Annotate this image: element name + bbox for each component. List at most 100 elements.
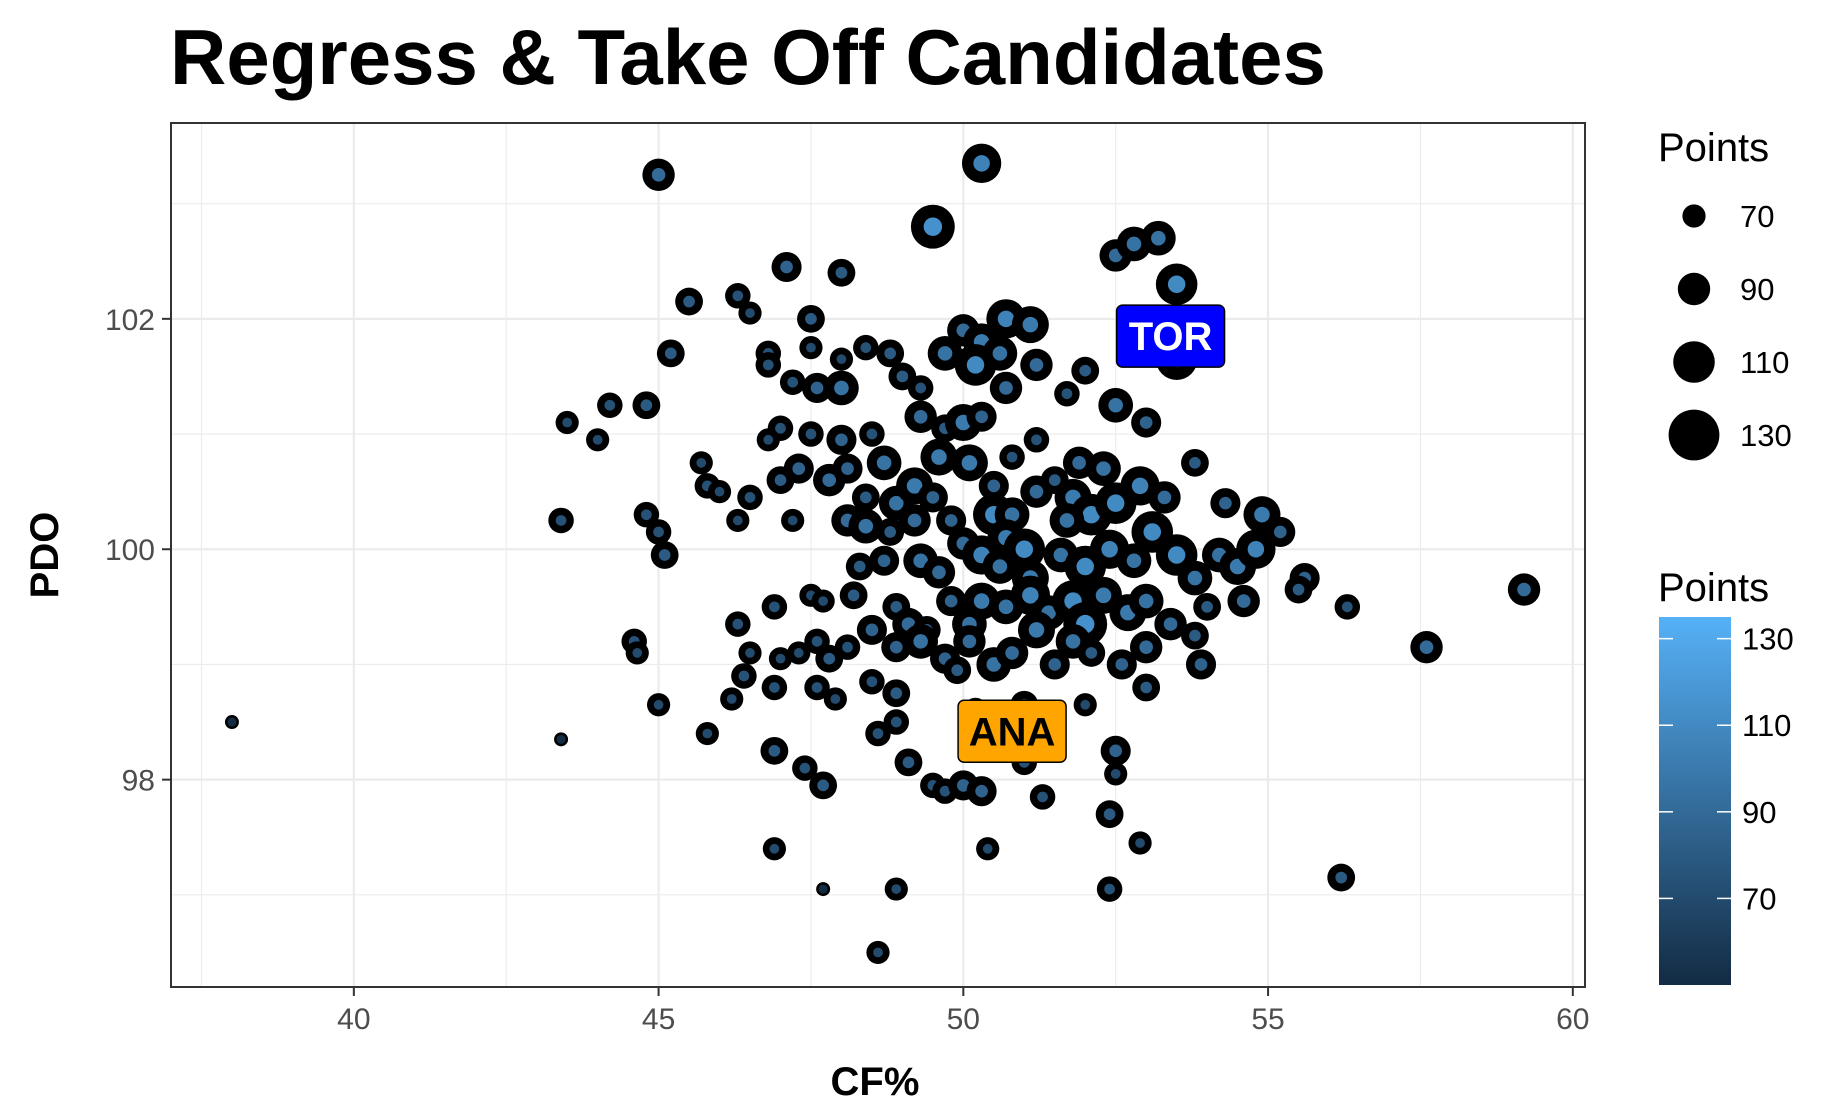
data-point (824, 370, 859, 406)
data-point (936, 505, 967, 536)
data-point (1227, 584, 1260, 618)
data-point (1132, 673, 1161, 702)
data-point (1185, 649, 1217, 680)
data-point (738, 641, 762, 665)
size-legend-dot (1682, 204, 1706, 228)
data-point (1131, 407, 1162, 438)
y-axis-title: PDO (23, 512, 67, 599)
data-point (1155, 263, 1198, 306)
size-legend-label: 110 (1740, 345, 1789, 380)
data-point (1181, 621, 1209, 650)
x-tick-label: 40 (337, 1003, 370, 1036)
data-point (720, 687, 744, 711)
data-point (995, 636, 1029, 670)
data-point (1141, 220, 1176, 256)
data-point (943, 656, 972, 685)
x-axis-title: CF% (831, 1060, 920, 1104)
data-point (1177, 560, 1213, 596)
plot-panel-border (170, 122, 1586, 988)
size-legend-title: Points (1658, 126, 1769, 170)
data-point (1181, 448, 1209, 477)
data-point (1154, 607, 1187, 641)
colorbar (1659, 617, 1731, 985)
label-box (1115, 304, 1226, 368)
data-point (1086, 451, 1121, 486)
data-point (798, 421, 824, 447)
x-tick-label: 45 (642, 1003, 675, 1036)
data-point (792, 755, 818, 781)
data-point (642, 158, 675, 192)
color-legend: Points 70 90 110 130 (1658, 566, 1794, 985)
data-point (851, 483, 880, 512)
data-point (1071, 356, 1100, 385)
data-point (989, 371, 1023, 405)
data-point (1011, 306, 1049, 344)
data-point (675, 287, 703, 316)
data-point (804, 674, 830, 701)
data-point (853, 334, 879, 361)
y-tick-label: 98 (122, 765, 155, 798)
data-point (1098, 387, 1134, 423)
data-point (845, 552, 874, 581)
x-tick-label: 55 (1251, 1003, 1284, 1036)
data-point (920, 438, 958, 476)
data-point (768, 647, 793, 671)
data-point (646, 693, 671, 717)
data-point (1129, 630, 1163, 664)
color-legend-label: 110 (1742, 708, 1791, 743)
data-point (731, 663, 757, 689)
data-point (799, 336, 823, 360)
data-point (1236, 529, 1276, 569)
data-point (725, 283, 751, 309)
data-point (816, 882, 831, 897)
data-point (936, 586, 967, 617)
data-point (876, 339, 905, 368)
data-point (876, 518, 905, 546)
data-point (866, 940, 890, 965)
data-point (738, 301, 762, 325)
data-point (1284, 575, 1313, 604)
size-legend-dot (1668, 409, 1720, 461)
data-point (904, 400, 937, 433)
data-point (1023, 427, 1050, 453)
team-label-tor: TOR (1115, 304, 1226, 368)
size-legend: Points 70 90 110 130 (1658, 126, 1792, 461)
data-point (1020, 348, 1053, 382)
label-text: TOR (1129, 315, 1213, 359)
data-point (903, 624, 939, 659)
data-point (982, 336, 1018, 371)
data-point (950, 444, 988, 482)
data-point (761, 674, 788, 701)
data-point (827, 258, 856, 287)
data-point (898, 504, 931, 537)
data-point (1193, 592, 1222, 621)
data-point (966, 776, 997, 807)
color-legend-label: 130 (1742, 622, 1794, 657)
data-point (823, 687, 847, 711)
data-point (695, 721, 719, 746)
data-point (917, 482, 948, 513)
data-point (1507, 573, 1541, 606)
data-point (961, 143, 1002, 183)
data-point (907, 375, 934, 401)
data-point (978, 470, 1009, 501)
data-point (781, 508, 805, 533)
data-point (1128, 583, 1164, 619)
data-point (1029, 784, 1056, 810)
size-legend-key: 130 (1668, 409, 1792, 461)
data-point (1095, 800, 1124, 829)
data-point (1100, 735, 1131, 766)
data-point (922, 556, 956, 589)
data-point (999, 444, 1025, 470)
y-tick-label: 100 (105, 534, 155, 567)
data-point (1054, 380, 1080, 407)
data-point (869, 545, 900, 576)
size-legend-dot (1677, 272, 1711, 306)
data-point (976, 837, 1000, 861)
data-point (586, 428, 610, 452)
data-point (650, 541, 679, 569)
data-point (797, 304, 825, 333)
data-point (832, 453, 863, 484)
data-point (779, 369, 806, 395)
data-point (760, 736, 789, 765)
